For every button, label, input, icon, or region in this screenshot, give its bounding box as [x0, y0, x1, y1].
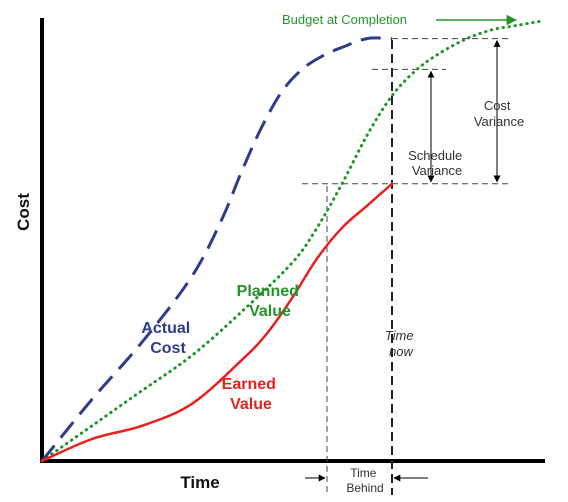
actual-cost-label: Actual Cost — [141, 320, 194, 357]
budget-at-completion-label: Budget at Completion — [282, 12, 407, 27]
schedule-variance-label-line-1: Schedule — [408, 148, 462, 163]
time-now-label-line-1: Time — [385, 328, 414, 343]
actual-cost-label-line-2: Cost — [150, 340, 186, 357]
earned-value-label-line-2: Value — [230, 396, 272, 413]
series-layer — [40, 19, 544, 463]
earned-value-label-line-1: Earned — [222, 376, 276, 393]
planned-value-label-line-1: Planned — [237, 283, 299, 300]
earned-value-label: Earned Value — [222, 376, 281, 413]
cost-variance-label-line-2: Variance — [474, 114, 524, 129]
reference-lines — [302, 38, 508, 495]
actual-cost-label-line-1: Actual — [141, 320, 190, 337]
time-behind-label-line-2: Behind — [346, 481, 383, 495]
planned-value-label: Planned Value — [237, 283, 304, 320]
schedule-variance-label-line-2: Variance — [412, 163, 462, 178]
actual-cost-line — [40, 36, 393, 462]
cost-variance-label: Cost Variance — [474, 98, 524, 129]
x-axis-label: Time — [180, 473, 219, 492]
time-now-label: Time now — [385, 328, 417, 359]
time-now-label-line-2: now — [389, 344, 414, 359]
schedule-variance-label: Schedule Variance — [408, 148, 466, 178]
earned-value-line — [40, 182, 394, 463]
planned-value-line — [40, 19, 544, 463]
time-behind-label-line-1: Time — [350, 466, 377, 480]
y-axis-label: Cost — [14, 193, 33, 231]
planned-value-label-line-2: Value — [249, 303, 291, 320]
cost-variance-label-line-1: Cost — [484, 98, 511, 113]
time-behind-label: Time Behind — [346, 466, 383, 495]
